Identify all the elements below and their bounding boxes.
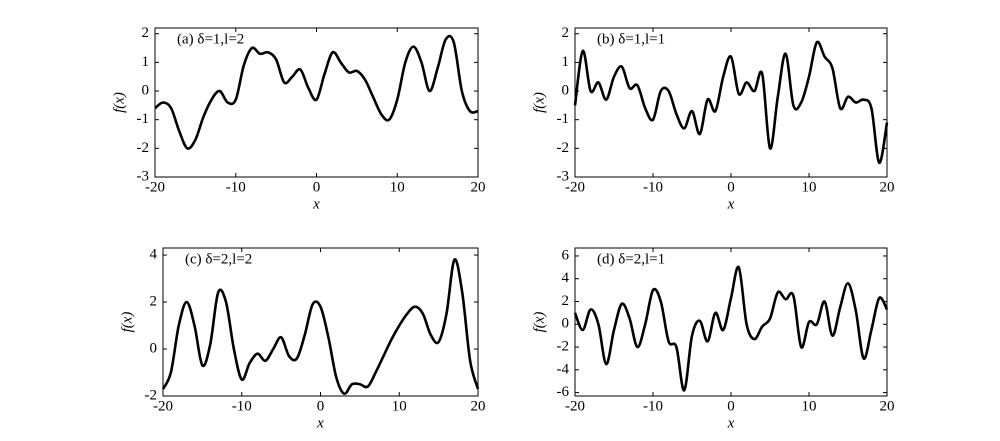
x-tick-label: -10	[226, 179, 246, 195]
y-tick-label: 1	[142, 54, 150, 70]
axes-box	[574, 27, 888, 178]
x-tick-label: -10	[643, 179, 663, 195]
y-tick-label: 4	[150, 246, 158, 262]
y-axis-label: f(x)	[531, 312, 547, 333]
x-tick-label: 10	[390, 179, 405, 195]
x-tick-label: 10	[802, 398, 817, 414]
x-tick-label: 20	[880, 398, 895, 414]
data-line	[573, 265, 889, 392]
x-tick-label: 0	[313, 179, 321, 195]
x-tick-label: -20	[565, 179, 585, 195]
annotation: (d) δ=2,l=1	[597, 251, 665, 267]
y-tick-label: -3	[137, 168, 150, 184]
y-tick-label: 2	[562, 293, 570, 309]
y-tick-label: -2	[557, 140, 570, 156]
y-tick-label: 0	[150, 340, 158, 356]
x-tick-label: -20	[153, 398, 173, 414]
x-axis-label: x	[316, 415, 324, 431]
y-tick-label: 1	[562, 54, 570, 70]
x-tick-label: 0	[317, 398, 325, 414]
x-axis-label: x	[727, 415, 735, 431]
axes-box	[162, 247, 479, 397]
data-line	[573, 40, 889, 164]
x-tick-label: 0	[727, 179, 735, 195]
y-axis-label: f(x)	[111, 92, 127, 113]
y-tick-label: -1	[557, 111, 570, 127]
y-tick-label: -2	[145, 387, 158, 403]
x-tick-label: -20	[145, 179, 165, 195]
y-tick-label: -1	[137, 111, 150, 127]
y-tick-label: 0	[562, 82, 570, 98]
y-tick-label: -3	[557, 168, 570, 184]
axes-box	[574, 247, 888, 397]
x-tick-label: 20	[471, 179, 486, 195]
y-tick-label: 6	[562, 247, 570, 263]
x-tick-label: 20	[880, 179, 895, 195]
x-tick-label: -20	[565, 398, 585, 414]
y-tick-label: 0	[142, 82, 150, 98]
y-tick-label: 2	[150, 293, 158, 309]
annotation: (c) δ=2,l=2	[185, 251, 252, 267]
annotation: (b) δ=1,l=1	[597, 31, 665, 47]
x-tick-label: 10	[392, 398, 407, 414]
x-tick-label: 0	[727, 398, 735, 414]
x-tick-label: -10	[232, 398, 252, 414]
y-tick-label: 0	[562, 316, 570, 332]
x-axis-label: x	[727, 196, 735, 212]
y-tick-label: 2	[142, 25, 150, 41]
y-tick-label: 4	[562, 270, 570, 286]
y-tick-label: -2	[557, 338, 570, 354]
y-tick-label: -4	[557, 361, 570, 377]
x-tick-label: -10	[643, 398, 663, 414]
y-axis-label: f(x)	[531, 92, 547, 113]
y-tick-label: -2	[137, 140, 150, 156]
x-tick-label: 10	[802, 179, 817, 195]
y-tick-label: -6	[557, 384, 570, 400]
y-tick-label: 2	[562, 25, 570, 41]
data-line	[161, 258, 480, 395]
axes-box	[154, 27, 479, 178]
data-line	[154, 34, 479, 150]
x-axis-label: x	[312, 196, 320, 212]
annotation: (a) δ=1,l=2	[177, 31, 244, 47]
y-axis-label: f(x)	[119, 312, 135, 333]
x-tick-label: 20	[471, 398, 486, 414]
